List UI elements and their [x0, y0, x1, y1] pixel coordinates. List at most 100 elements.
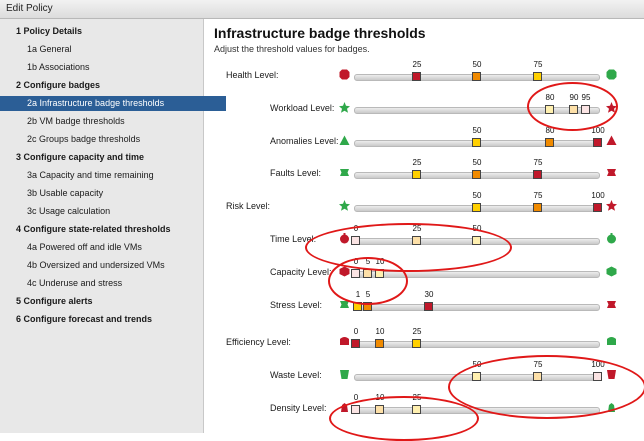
threshold-slider-handle[interactable] — [472, 170, 481, 179]
threshold-slider-handle[interactable] — [472, 138, 481, 147]
threshold-slider-track[interactable]: 0 10 25 — [351, 327, 600, 348]
workload-badge-red-icon — [606, 102, 617, 113]
threshold-slider-handle[interactable] — [472, 203, 481, 212]
threshold-slider-track[interactable]: 25 50 75 — [354, 158, 600, 179]
sidebar-item-4a[interactable]: 4a Powered off and idle VMs — [0, 240, 226, 255]
threshold-slider-handle[interactable] — [351, 339, 360, 348]
threshold-slider-handle[interactable] — [472, 372, 481, 381]
threshold-slider-track[interactable]: 0 10 25 — [351, 393, 600, 414]
threshold-slider-track[interactable]: 50 75 100 — [354, 191, 605, 212]
sidebar-item-3a[interactable]: 3a Capacity and time remaining — [0, 168, 226, 183]
sidebar-item-3c[interactable]: 3c Usage calculation — [0, 204, 226, 219]
threshold-row: Stress Level: 1 5 30 — [204, 290, 644, 322]
sidebar-item-2b[interactable]: 2b VM badge thresholds — [0, 114, 226, 129]
threshold-slider-handle[interactable] — [351, 236, 360, 245]
threshold-slider-handle[interactable] — [533, 72, 542, 81]
sidebar-item-label: Configure badges — [23, 80, 101, 90]
threshold-slider-handle[interactable] — [412, 72, 421, 81]
threshold-row: Health Level: 25 50 75 — [204, 60, 644, 92]
threshold-row: Faults Level: 25 50 75 — [204, 158, 644, 190]
waste-badge-green-icon — [339, 369, 350, 380]
threshold-label: Risk Level: — [226, 201, 271, 211]
threshold-slider-handle[interactable] — [351, 269, 360, 278]
threshold-value: 75 — [533, 60, 543, 69]
sidebar-item-2[interactable]: 2 Configure badges — [0, 78, 215, 93]
sidebar-item-6[interactable]: 6 Configure forecast and trends — [0, 312, 215, 327]
sidebar-item-1[interactable]: 1 Policy Details — [0, 24, 215, 39]
threshold-slider-handle[interactable] — [593, 203, 602, 212]
threshold-value: 0 — [353, 393, 359, 402]
faults-badge-red-icon — [606, 167, 617, 178]
threshold-slider-handle[interactable] — [533, 170, 542, 179]
threshold-slider-handle[interactable] — [533, 372, 542, 381]
efficiency-badge-red-icon — [339, 336, 350, 347]
threshold-slider-track[interactable]: 1 5 30 — [353, 290, 600, 311]
risk-badge-green-icon — [339, 200, 350, 211]
threshold-value: 25 — [412, 393, 422, 402]
threshold-slider-track[interactable]: 50 80 100 — [354, 126, 605, 147]
threshold-label: Time Level: — [270, 234, 317, 244]
sidebar-item-2a[interactable]: 2a Infrastructure badge thresholds — [0, 96, 226, 111]
threshold-slider-handle[interactable] — [545, 105, 554, 114]
threshold-slider-handle[interactable] — [353, 302, 362, 311]
sidebar-item-label: VM badge thresholds — [39, 116, 125, 126]
threshold-slider-track[interactable]: 0 5 10 — [351, 257, 600, 278]
threshold-slider-handle[interactable] — [412, 405, 421, 414]
sidebar-item-label: Oversized and undersized VMs — [39, 260, 165, 270]
threshold-slider-handle[interactable] — [412, 170, 421, 179]
threshold-value: 75 — [533, 360, 543, 369]
threshold-slider-handle[interactable] — [351, 405, 360, 414]
sidebar-item-number: 3b — [27, 188, 38, 198]
sidebar-item-label: Capacity and time remaining — [39, 170, 154, 180]
sidebar-item-5[interactable]: 5 Configure alerts — [0, 294, 215, 309]
threshold-row: Time Level: 0 25 50 — [204, 224, 644, 256]
sidebar-item-1a[interactable]: 1a General — [0, 42, 226, 57]
threshold-slider-handle[interactable] — [363, 302, 372, 311]
threshold-value: 10 — [375, 257, 385, 266]
threshold-slider-handle[interactable] — [545, 138, 554, 147]
threshold-slider-track[interactable]: 80 90 95 — [354, 93, 600, 114]
threshold-slider-handle[interactable] — [472, 72, 481, 81]
threshold-slider-handle[interactable] — [424, 302, 433, 311]
threshold-slider-track[interactable]: 0 25 50 — [351, 224, 600, 245]
sidebar-item-2c[interactable]: 2c Groups badge thresholds — [0, 132, 226, 147]
sidebar-item-number: 2a — [27, 98, 38, 108]
sidebar-item-label: Configure forecast and trends — [23, 314, 153, 324]
threshold-row: Waste Level: 50 75 100 — [204, 360, 644, 392]
threshold-slider-handle[interactable] — [593, 372, 602, 381]
threshold-slider-handle[interactable] — [375, 269, 384, 278]
threshold-slider-handle[interactable] — [593, 138, 602, 147]
sidebar-item-number: 6 — [16, 314, 22, 324]
threshold-slider-handle[interactable] — [363, 269, 372, 278]
threshold-slider-handle[interactable] — [375, 339, 384, 348]
health-badge-green-icon — [606, 69, 617, 80]
sidebar-item-number: 2 — [16, 80, 22, 90]
threshold-slider-handle[interactable] — [581, 105, 590, 114]
threshold-slider-handle[interactable] — [412, 236, 421, 245]
threshold-slider-handle[interactable] — [472, 236, 481, 245]
sidebar-item-4c[interactable]: 4c Underuse and stress — [0, 276, 226, 291]
sidebar-item-3[interactable]: 3 Configure capacity and time — [0, 150, 215, 165]
threshold-value: 1 — [355, 290, 361, 299]
threshold-slider-handle[interactable] — [569, 105, 578, 114]
threshold-slider-handle[interactable] — [412, 339, 421, 348]
threshold-slider-track[interactable]: 50 75 100 — [354, 360, 605, 381]
threshold-label: Stress Level: — [270, 300, 323, 310]
sidebar-item-4[interactable]: 4 Configure state-related thresholds — [0, 222, 215, 237]
threshold-value: 5 — [365, 257, 371, 266]
sidebar-item-4b[interactable]: 4b Oversized and undersized VMs — [0, 258, 226, 273]
sidebar-item-label: Associations — [39, 62, 90, 72]
sidebar-item-label: Configure capacity and time — [23, 152, 145, 162]
threshold-slider-handle[interactable] — [375, 405, 384, 414]
workload-badge-green-icon — [339, 102, 350, 113]
threshold-value: 75 — [533, 191, 543, 200]
threshold-slider-track[interactable]: 25 50 75 — [354, 60, 600, 81]
threshold-value: 95 — [581, 93, 591, 102]
threshold-slider-handle[interactable] — [533, 203, 542, 212]
sidebar-item-number: 2c — [27, 134, 37, 144]
sidebar-item-1b[interactable]: 1b Associations — [0, 60, 226, 75]
anomalies-badge-red-icon — [606, 135, 617, 146]
threshold-label: Workload Level: — [270, 103, 335, 113]
time-badge-green-icon — [606, 233, 617, 244]
sidebar-item-3b[interactable]: 3b Usable capacity — [0, 186, 226, 201]
